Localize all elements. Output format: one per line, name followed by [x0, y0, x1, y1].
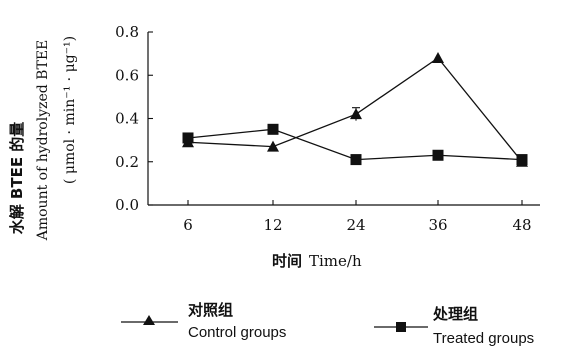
data-point-treated	[432, 149, 444, 161]
data-point-treated	[267, 123, 279, 135]
legend-treated-label-en: Treated groups	[433, 330, 534, 347]
data-point-control	[432, 51, 444, 63]
y-tick-label: 0.0	[115, 196, 139, 214]
x-axis-title-en: Time/h	[309, 252, 362, 270]
x-tick-label: 24	[346, 216, 365, 234]
y-ticks: 0.0 0.2 0.4 0.6 0.8	[115, 23, 153, 214]
x-axis-title-cn: 时间	[272, 252, 302, 270]
y-axis-unit: ( μmol · min⁻¹ · μg⁻¹)	[62, 36, 78, 184]
y-tick-label: 0.2	[115, 153, 139, 171]
y-tick-label: 0.4	[115, 110, 139, 128]
series-line-control	[187, 57, 523, 163]
legend-control-triangle-marker	[143, 315, 155, 325]
legend-treated-label-cn: 处理组	[432, 305, 478, 323]
x-tick-label: 48	[512, 216, 531, 234]
x-ticks: 6 12 24 36 48	[183, 200, 532, 234]
data-point-treated	[182, 132, 194, 144]
data-point-control	[267, 140, 279, 152]
y-axis-title-cn: 水解 BTEE 的量	[8, 122, 26, 235]
x-tick-label: 6	[183, 216, 193, 234]
legend: 对照组 Control groups 处理组 Treated groups	[121, 301, 534, 347]
data-point-control	[350, 108, 362, 120]
y-tick-label: 0.8	[115, 23, 139, 41]
legend-treated-square-marker	[396, 322, 406, 332]
y-tick-label: 0.6	[115, 66, 139, 84]
data-point-treated	[350, 154, 362, 166]
x-tick-label: 12	[263, 216, 282, 234]
legend-control-label-en: Control groups	[188, 324, 286, 341]
legend-control-label-cn: 对照组	[188, 301, 233, 319]
series-layer	[182, 51, 528, 167]
y-axis-title-en: Amount of hydrolyzed BTEE	[35, 40, 51, 242]
x-tick-label: 36	[428, 216, 447, 234]
legend-item-treated: 处理组 Treated groups	[374, 305, 534, 347]
legend-item-control: 对照组 Control groups	[121, 301, 286, 341]
data-point-treated	[516, 154, 528, 166]
